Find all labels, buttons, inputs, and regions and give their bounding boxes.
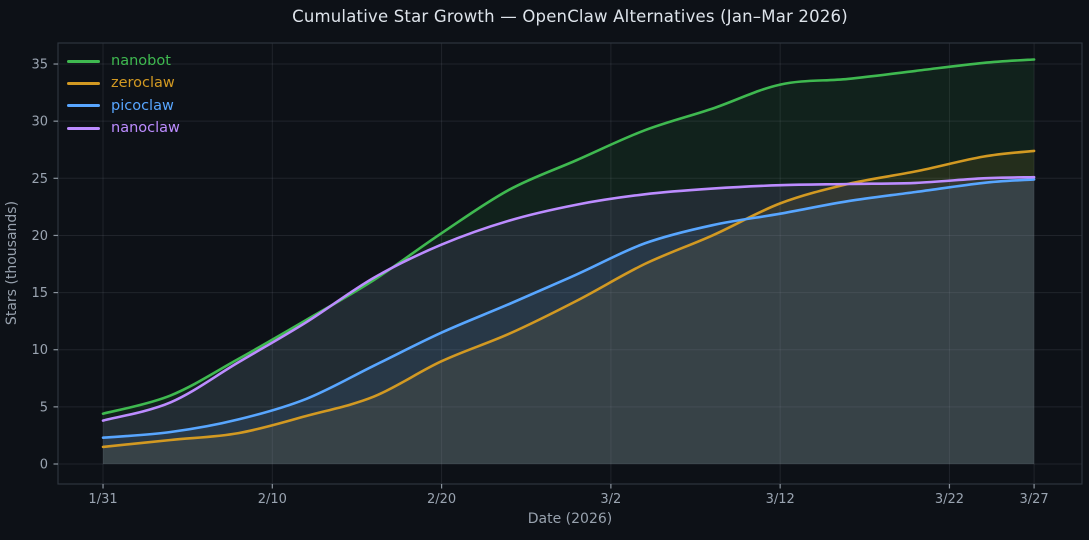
y-axis-label: Stars (thousands) bbox=[4, 200, 20, 326]
legend: nanobot zeroclaw picoclaw nanoclaw bbox=[67, 50, 180, 139]
legend-line-swatch bbox=[67, 104, 100, 108]
y-tick-label: 30 bbox=[31, 115, 48, 130]
chart-title: Cumulative Star Growth — OpenClaw Altern… bbox=[292, 7, 848, 26]
series-fill-zeroclaw bbox=[103, 150, 1035, 464]
legend-item-picoclaw: picoclaw bbox=[67, 95, 180, 117]
legend-line-swatch bbox=[67, 126, 100, 130]
x-axis-label: Date (2026) bbox=[527, 511, 613, 527]
y-tick-label: 25 bbox=[31, 172, 48, 187]
legend-item-zeroclaw: zeroclaw bbox=[67, 72, 180, 94]
y-tick-label: 15 bbox=[31, 286, 48, 301]
x-tick-label: 3/12 bbox=[766, 492, 795, 507]
x-tick-label: 2/20 bbox=[427, 492, 456, 507]
y-tick-label: 10 bbox=[31, 343, 48, 358]
series-fill-nanoclaw bbox=[103, 177, 1035, 464]
plot-border bbox=[57, 42, 1083, 485]
legend-item-nanobot: nanobot bbox=[67, 50, 180, 72]
y-tick-label: 35 bbox=[31, 58, 48, 73]
series-fill-nanobot bbox=[103, 59, 1035, 464]
legend-item-nanoclaw: nanoclaw bbox=[67, 117, 180, 139]
y-tick-label: 5 bbox=[40, 400, 48, 415]
legend-line-swatch bbox=[67, 59, 100, 63]
legend-label: picoclaw bbox=[111, 97, 174, 114]
series-line-nanoclaw bbox=[101, 175, 1036, 422]
y-tick-label: 0 bbox=[40, 458, 48, 473]
legend-label: nanobot bbox=[111, 53, 171, 70]
series-fill-picoclaw bbox=[103, 179, 1035, 464]
series-line-nanobot bbox=[101, 58, 1036, 415]
x-tick-label: 1/31 bbox=[88, 492, 117, 507]
x-tick-label: 3/22 bbox=[935, 492, 964, 507]
series-line-picoclaw bbox=[101, 178, 1036, 439]
x-tick-label: 3/2 bbox=[600, 492, 621, 507]
legend-label: nanoclaw bbox=[111, 120, 180, 137]
x-tick-label: 3/27 bbox=[1019, 492, 1048, 507]
x-tick-label: 2/10 bbox=[258, 492, 287, 507]
y-tick-label: 20 bbox=[31, 229, 48, 244]
legend-label: zeroclaw bbox=[111, 75, 175, 92]
legend-line-swatch bbox=[67, 81, 100, 85]
series-line-zeroclaw bbox=[101, 149, 1036, 449]
